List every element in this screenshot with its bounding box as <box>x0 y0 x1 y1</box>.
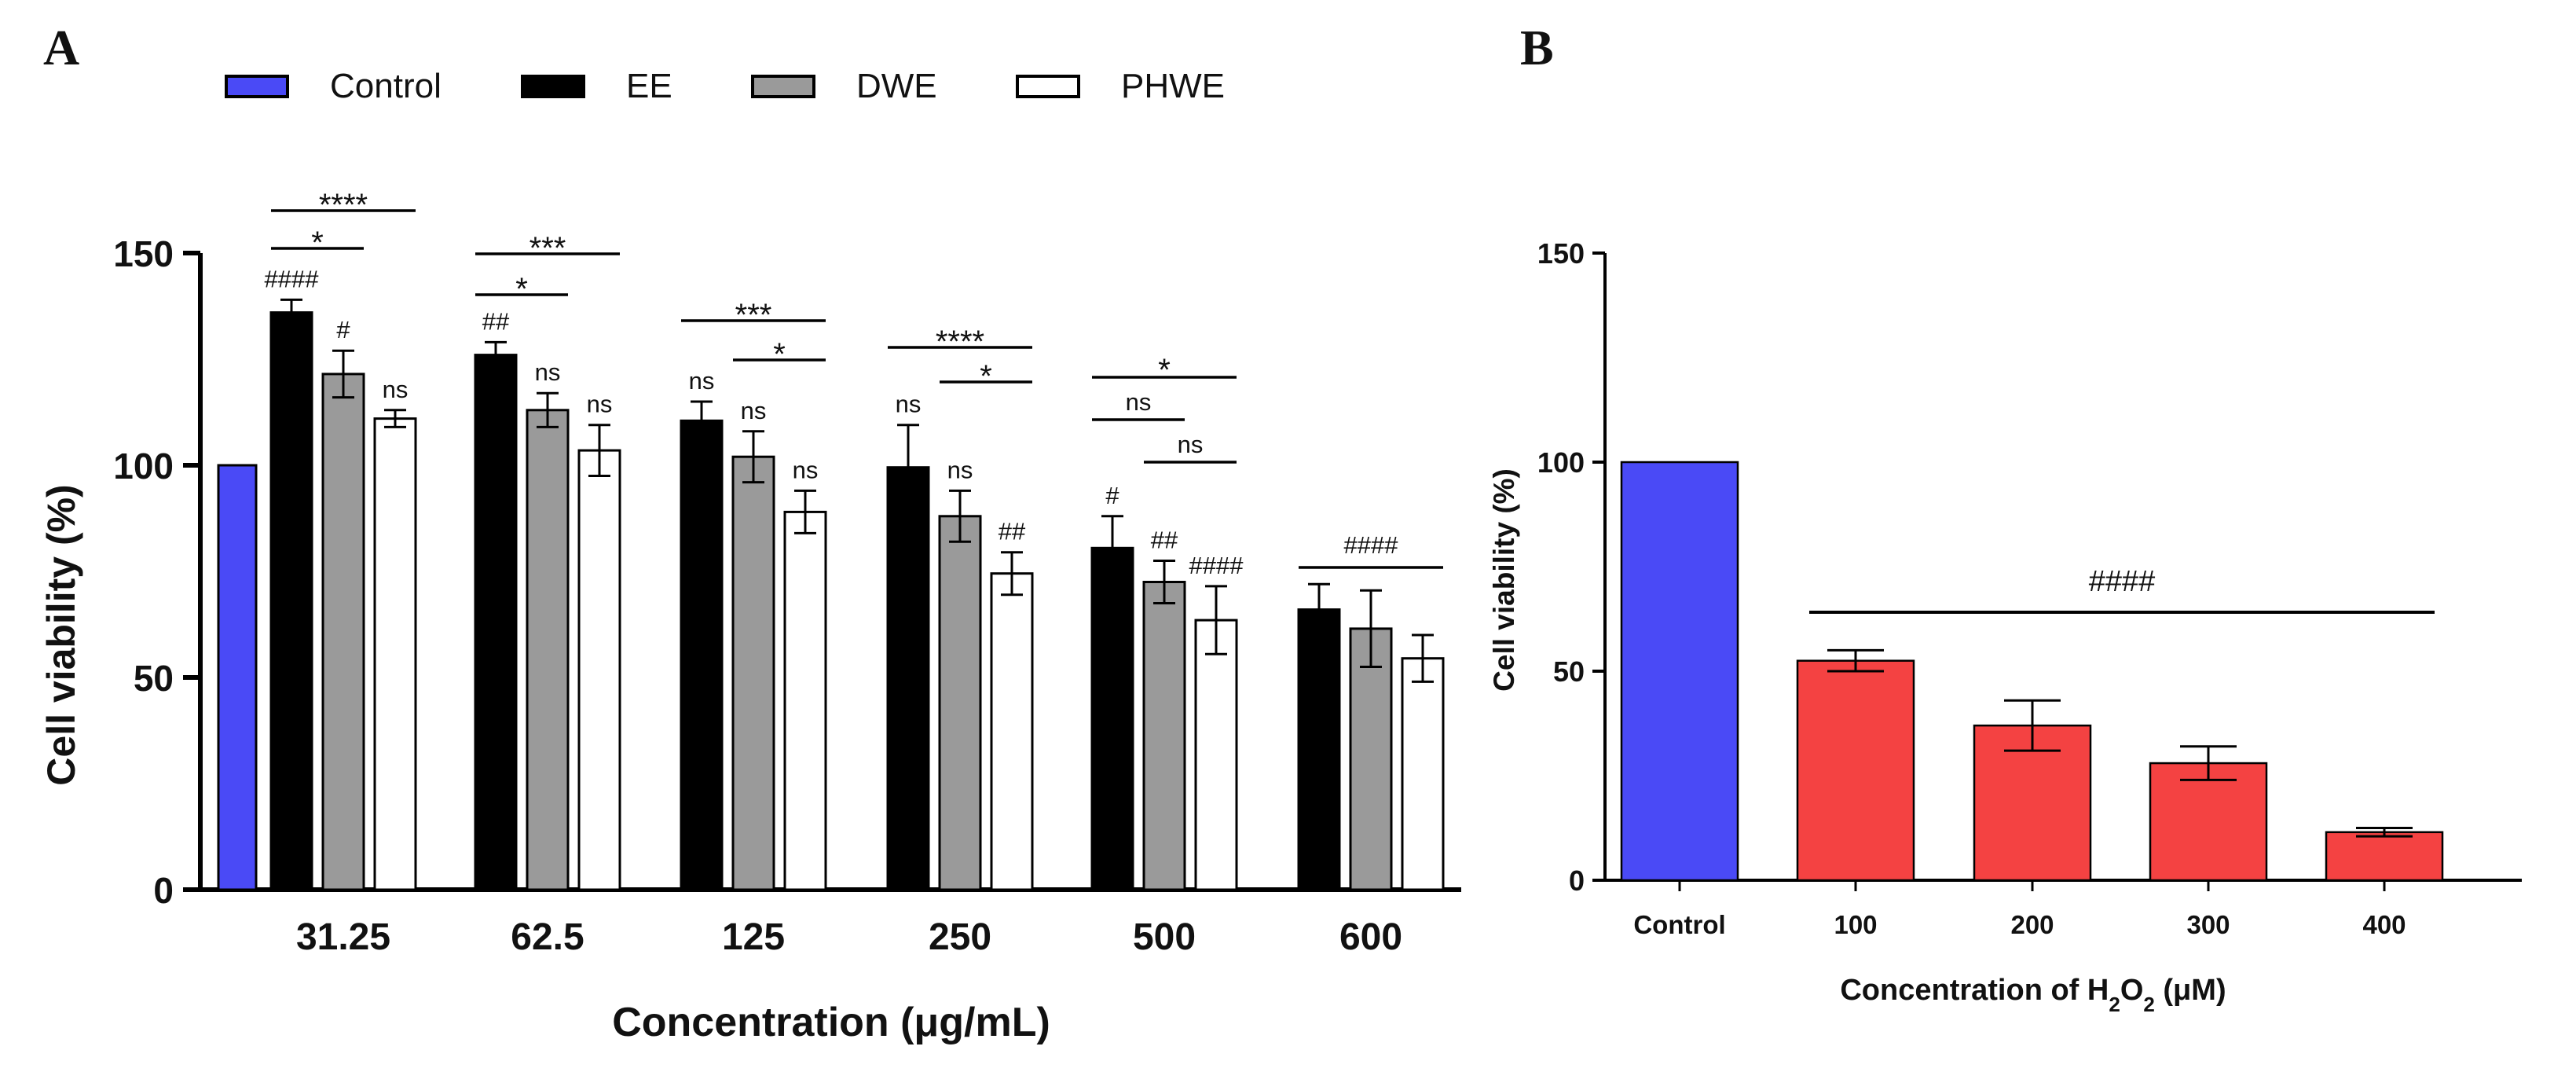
x-axis-title-a: Concentration (μg/mL) <box>612 1000 1050 1045</box>
sig-label-phwe-31-25: ns <box>383 376 409 403</box>
bar-dwe-125 <box>731 455 775 891</box>
x-tick-label-b-200: 200 <box>2010 910 2054 939</box>
comparison-label-7: * <box>980 359 992 394</box>
bar-phwe-500 <box>1194 619 1238 891</box>
annotations-b: #### <box>1809 565 2435 614</box>
bar-ee-31-25 <box>269 311 313 891</box>
group-comparison-label-b: #### <box>2089 565 2156 598</box>
bar-dwe-31-25 <box>321 373 365 891</box>
legend-label-ee: EE <box>626 67 672 105</box>
x-tick-label-b-control: Control <box>1633 910 1725 939</box>
bar-control <box>217 464 258 891</box>
y-tick-label-a-0: 0 <box>153 870 174 911</box>
sig-label-phwe-250: ## <box>999 518 1026 545</box>
x-axis-title-b-sub1: 2 <box>2109 993 2120 1016</box>
x-axis-title-b-part3: (μM) <box>2155 974 2226 1007</box>
bar-ee-600 <box>1297 608 1341 891</box>
sig-label-ee-62-5: ## <box>482 307 510 335</box>
bar-b-100 <box>1796 659 1915 882</box>
comparison-label-1: * <box>311 226 324 260</box>
panel-label-b: B <box>1520 20 1554 75</box>
x-tick-label-b-400: 400 <box>2362 910 2406 939</box>
y-tick-label-a-100: 100 <box>113 446 174 486</box>
bar-ee-62-5 <box>474 354 518 891</box>
bar-dwe-62-5 <box>526 409 570 891</box>
legend-swatch-dwe <box>751 75 815 98</box>
sig-label-ee-31-25: #### <box>265 265 320 292</box>
bar-b-400 <box>2325 831 2444 882</box>
comparison-label-9: ns <box>1126 388 1152 416</box>
x-axis-title-b: Concentration of H2O2 (μM) <box>1840 974 2226 1016</box>
comparison-label-0: **** <box>319 188 368 222</box>
legend-swatch-control <box>225 75 289 98</box>
bar-phwe-125 <box>783 510 827 891</box>
sig-label-phwe-62-5: ns <box>587 391 613 418</box>
bar-ee-250 <box>886 466 930 891</box>
y-tick-label-a-150: 150 <box>113 233 174 274</box>
y-tick-label-b-50: 50 <box>1553 655 1585 688</box>
comparison-label-11: #### <box>1344 531 1399 559</box>
legend-label-phwe: PHWE <box>1121 67 1225 105</box>
sig-label-phwe-500: #### <box>1189 552 1244 579</box>
x-tick-label-a-31-25: 31.25 <box>296 916 390 958</box>
comparison-label-6: **** <box>936 325 984 359</box>
chart-b: 0 50 100 150 Control 100 200 300 400 #### Concen… <box>1488 237 2522 1016</box>
x-axis-title-b-part1: Concentration of H <box>1840 974 2109 1007</box>
sig-label-dwe-500: ## <box>1151 527 1178 554</box>
bars-a <box>217 298 1445 891</box>
x-axis-title-b-part2: O <box>2120 974 2144 1007</box>
x-tick-label-a-62-5: 62.5 <box>511 916 584 958</box>
x-tick-label-a-250: 250 <box>929 916 991 958</box>
bar-ee-125 <box>680 419 724 891</box>
legend-swatch-phwe <box>1016 75 1080 98</box>
comparison-label-3: * <box>515 272 528 307</box>
bar-b-control <box>1620 461 1739 882</box>
sig-label-ee-250: ns <box>896 391 922 418</box>
bars-b <box>1620 461 2444 882</box>
x-tick-label-a-600: 600 <box>1339 916 1402 958</box>
sig-label-ee-125: ns <box>689 367 715 395</box>
legend-label-control: Control <box>330 67 442 105</box>
comparison-label-5: * <box>773 337 786 372</box>
bar-ee-500 <box>1090 546 1134 891</box>
sig-label-dwe-125: ns <box>741 397 767 424</box>
x-tick-label-a-125: 125 <box>722 916 785 958</box>
legend-a: Control EE DWE PHWE <box>225 67 1225 105</box>
comparison-label-2: *** <box>529 231 566 266</box>
sig-label-dwe-250: ns <box>947 456 973 483</box>
bar-phwe-250 <box>990 572 1034 891</box>
sig-label-phwe-125: ns <box>793 456 819 483</box>
x-tick-label-a-500: 500 <box>1133 916 1196 958</box>
y-axis-title-b: Cell viability (%) <box>1488 468 1520 692</box>
sig-label-ee-500: # <box>1105 482 1119 509</box>
comparison-label-10: ns <box>1178 431 1204 458</box>
legend-label-dwe: DWE <box>856 67 937 105</box>
bar-phwe-62-5 <box>577 449 621 891</box>
sig-label-dwe-31-25: # <box>336 316 350 343</box>
panel-label-a: A <box>43 20 79 75</box>
comparison-label-8: * <box>1158 353 1171 387</box>
x-tick-label-b-100: 100 <box>1834 910 1877 939</box>
sig-label-dwe-62-5: ns <box>535 358 561 386</box>
bar-b-300 <box>2149 762 2268 882</box>
x-axis-title-b-sub2: 2 <box>2143 993 2154 1016</box>
y-tick-label-b-150: 150 <box>1537 237 1585 270</box>
y-tick-label-b-100: 100 <box>1537 446 1585 479</box>
legend-swatch-ee <box>521 75 585 98</box>
bar-dwe-500 <box>1142 581 1186 891</box>
bar-phwe-600 <box>1401 657 1445 891</box>
bar-dwe-250 <box>938 515 982 891</box>
comparison-label-4: *** <box>735 298 772 332</box>
y-tick-label-b-0: 0 <box>1569 865 1585 897</box>
y-tick-label-a-50: 50 <box>134 658 174 699</box>
chart-a: Control EE DWE PHWE 0 50 100 150 31.25 62.5 125 25… <box>39 67 1461 1045</box>
x-tick-label-b-300: 300 <box>2186 910 2230 939</box>
bar-phwe-31-25 <box>373 417 417 891</box>
y-axis-title-a: Cell viability (%) <box>39 484 83 785</box>
